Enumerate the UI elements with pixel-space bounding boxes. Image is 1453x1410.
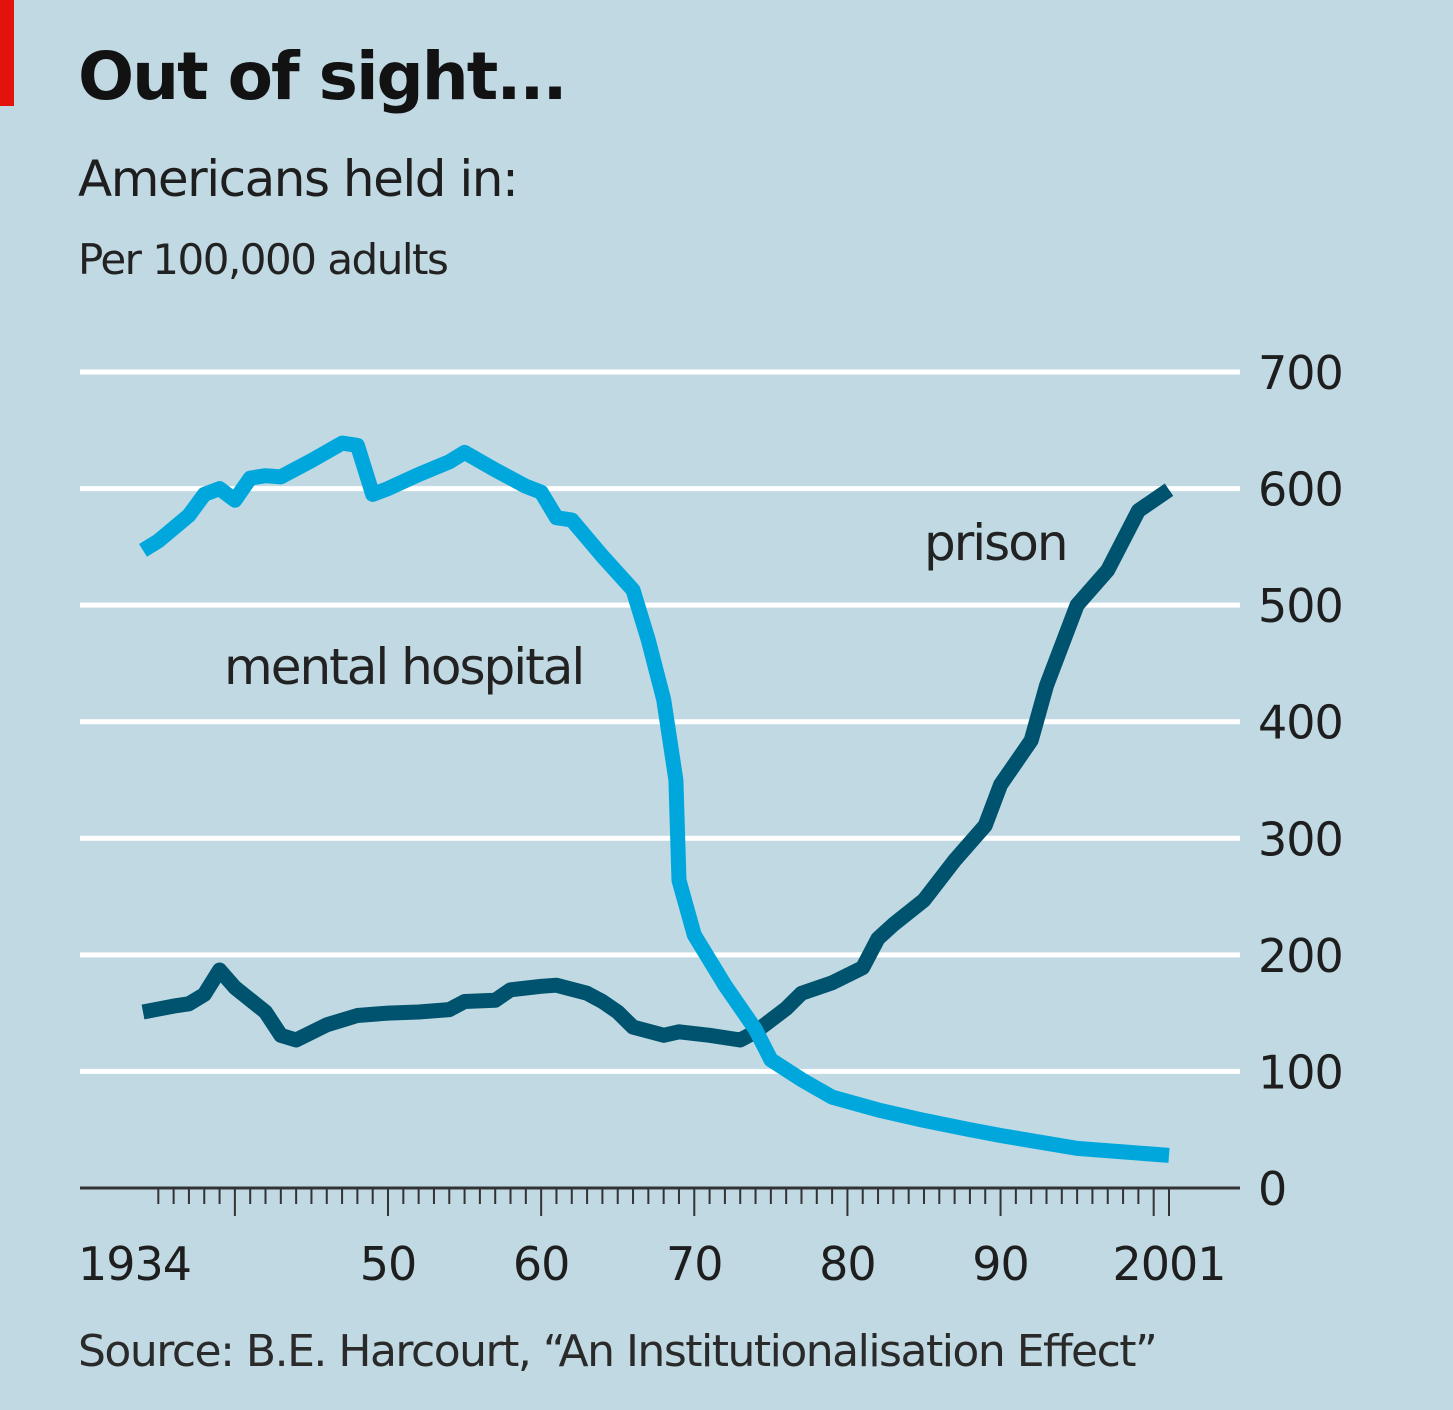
y-tick-label: 400 xyxy=(1258,696,1343,750)
y-tick-label: 500 xyxy=(1258,579,1343,633)
y-tick-label: 700 xyxy=(1258,346,1343,400)
x-tick-label: 2001 xyxy=(1112,1237,1225,1291)
y-tick-label: 600 xyxy=(1258,463,1343,517)
y-tick-label: 0 xyxy=(1258,1162,1286,1216)
x-tick-label: 50 xyxy=(360,1237,417,1291)
source-note: Source: B.E. Harcourt, “An Institutional… xyxy=(78,1326,1158,1377)
red-tag-accent xyxy=(0,0,14,106)
y-tick-label: 100 xyxy=(1258,1045,1343,1099)
chart-unit: Per 100,000 adults xyxy=(78,235,449,284)
y-tick-label: 200 xyxy=(1258,929,1343,983)
chart-subtitle: Americans held in: xyxy=(78,150,519,208)
series-label-mental-hospital: mental hospital xyxy=(224,638,583,696)
gridlines xyxy=(80,369,1240,1074)
x-tick-label: 1934 xyxy=(78,1237,191,1291)
series-lines xyxy=(139,435,1174,1163)
chart-title: Out of sight... xyxy=(78,38,568,115)
x-tick-label: 80 xyxy=(819,1237,876,1291)
y-tick-label: 300 xyxy=(1258,812,1343,866)
x-axis: 1934 50 60 70 80 90 2001 xyxy=(78,1186,1240,1291)
series-label-prison: prison xyxy=(924,514,1067,572)
series-line-prison xyxy=(141,483,1174,1048)
x-tick-label: 90 xyxy=(972,1237,1029,1291)
series-line-mental-hospital xyxy=(139,435,1170,1163)
x-tick-label: 60 xyxy=(513,1237,570,1291)
y-axis: 0 100 200 300 400 500 600 700 xyxy=(1258,346,1344,1216)
x-tick-label: 70 xyxy=(666,1237,723,1291)
